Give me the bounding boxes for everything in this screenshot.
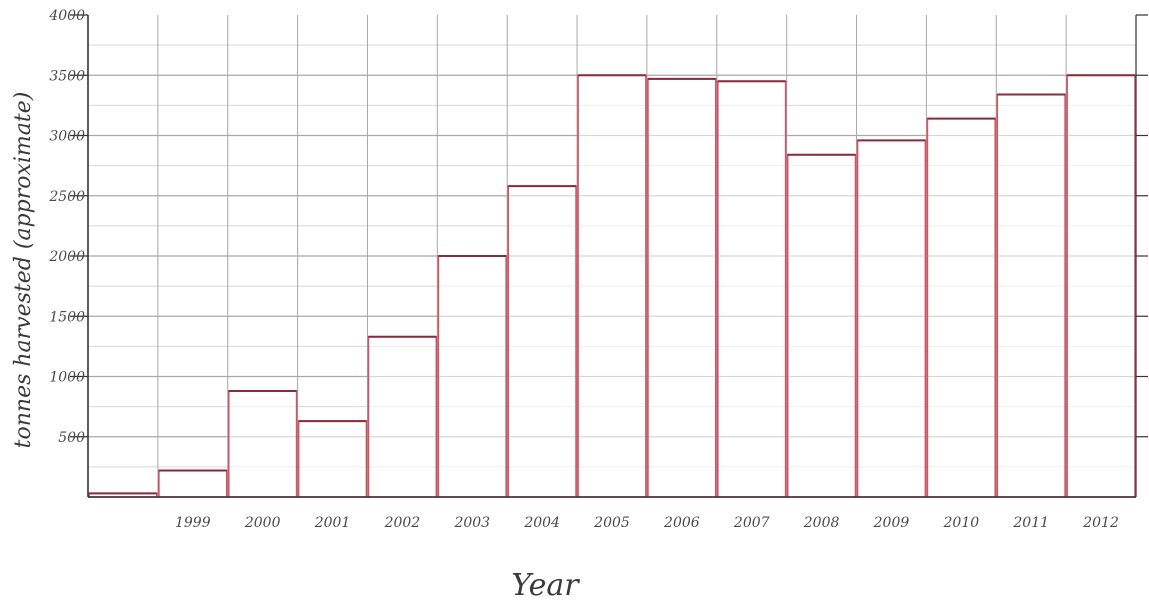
bar	[229, 391, 297, 497]
bar	[718, 81, 786, 497]
x-tick-label: 2004	[523, 515, 560, 531]
x-tick-label: 2008	[803, 515, 840, 531]
x-tick-label: 2003	[453, 515, 490, 531]
y-axis-title: tonnes harvested (approximate)	[11, 92, 36, 449]
x-tick-label: 2011	[1012, 515, 1049, 531]
bar	[299, 421, 367, 497]
y-tick-label: 2000	[48, 249, 85, 265]
y-tick-label: 3000	[49, 129, 85, 145]
x-tick-label: 2012	[1082, 515, 1119, 531]
bar	[578, 75, 646, 497]
bar	[159, 470, 227, 497]
bar	[368, 337, 436, 497]
y-tick-label: 1000	[49, 370, 85, 386]
bar	[648, 79, 716, 497]
x-tick-label: 2005	[593, 515, 630, 531]
bar	[997, 95, 1065, 497]
x-tick-label: 2009	[873, 515, 910, 531]
y-tick-label: 4000	[48, 8, 85, 24]
x-axis-title: Year	[511, 568, 580, 603]
bar	[858, 140, 926, 497]
bar	[788, 155, 856, 497]
y-tick-label: 500	[58, 430, 85, 446]
y-tick-label: 3500	[49, 68, 85, 84]
x-tick-label: 2001	[314, 515, 351, 531]
x-tick-label: 2000	[244, 515, 281, 531]
x-tick-label: 2007	[733, 515, 770, 531]
x-tick-label: 2010	[943, 515, 980, 531]
bar	[1067, 75, 1135, 497]
x-tick-label: 2006	[663, 515, 700, 531]
y-tick-label: 1500	[49, 309, 85, 325]
bar	[438, 256, 506, 497]
y-tick-label: 2500	[48, 189, 85, 205]
x-tick-label: 2002	[384, 515, 421, 531]
bar	[927, 119, 995, 497]
x-tick-label: 1999	[175, 515, 211, 531]
bar	[508, 186, 576, 497]
